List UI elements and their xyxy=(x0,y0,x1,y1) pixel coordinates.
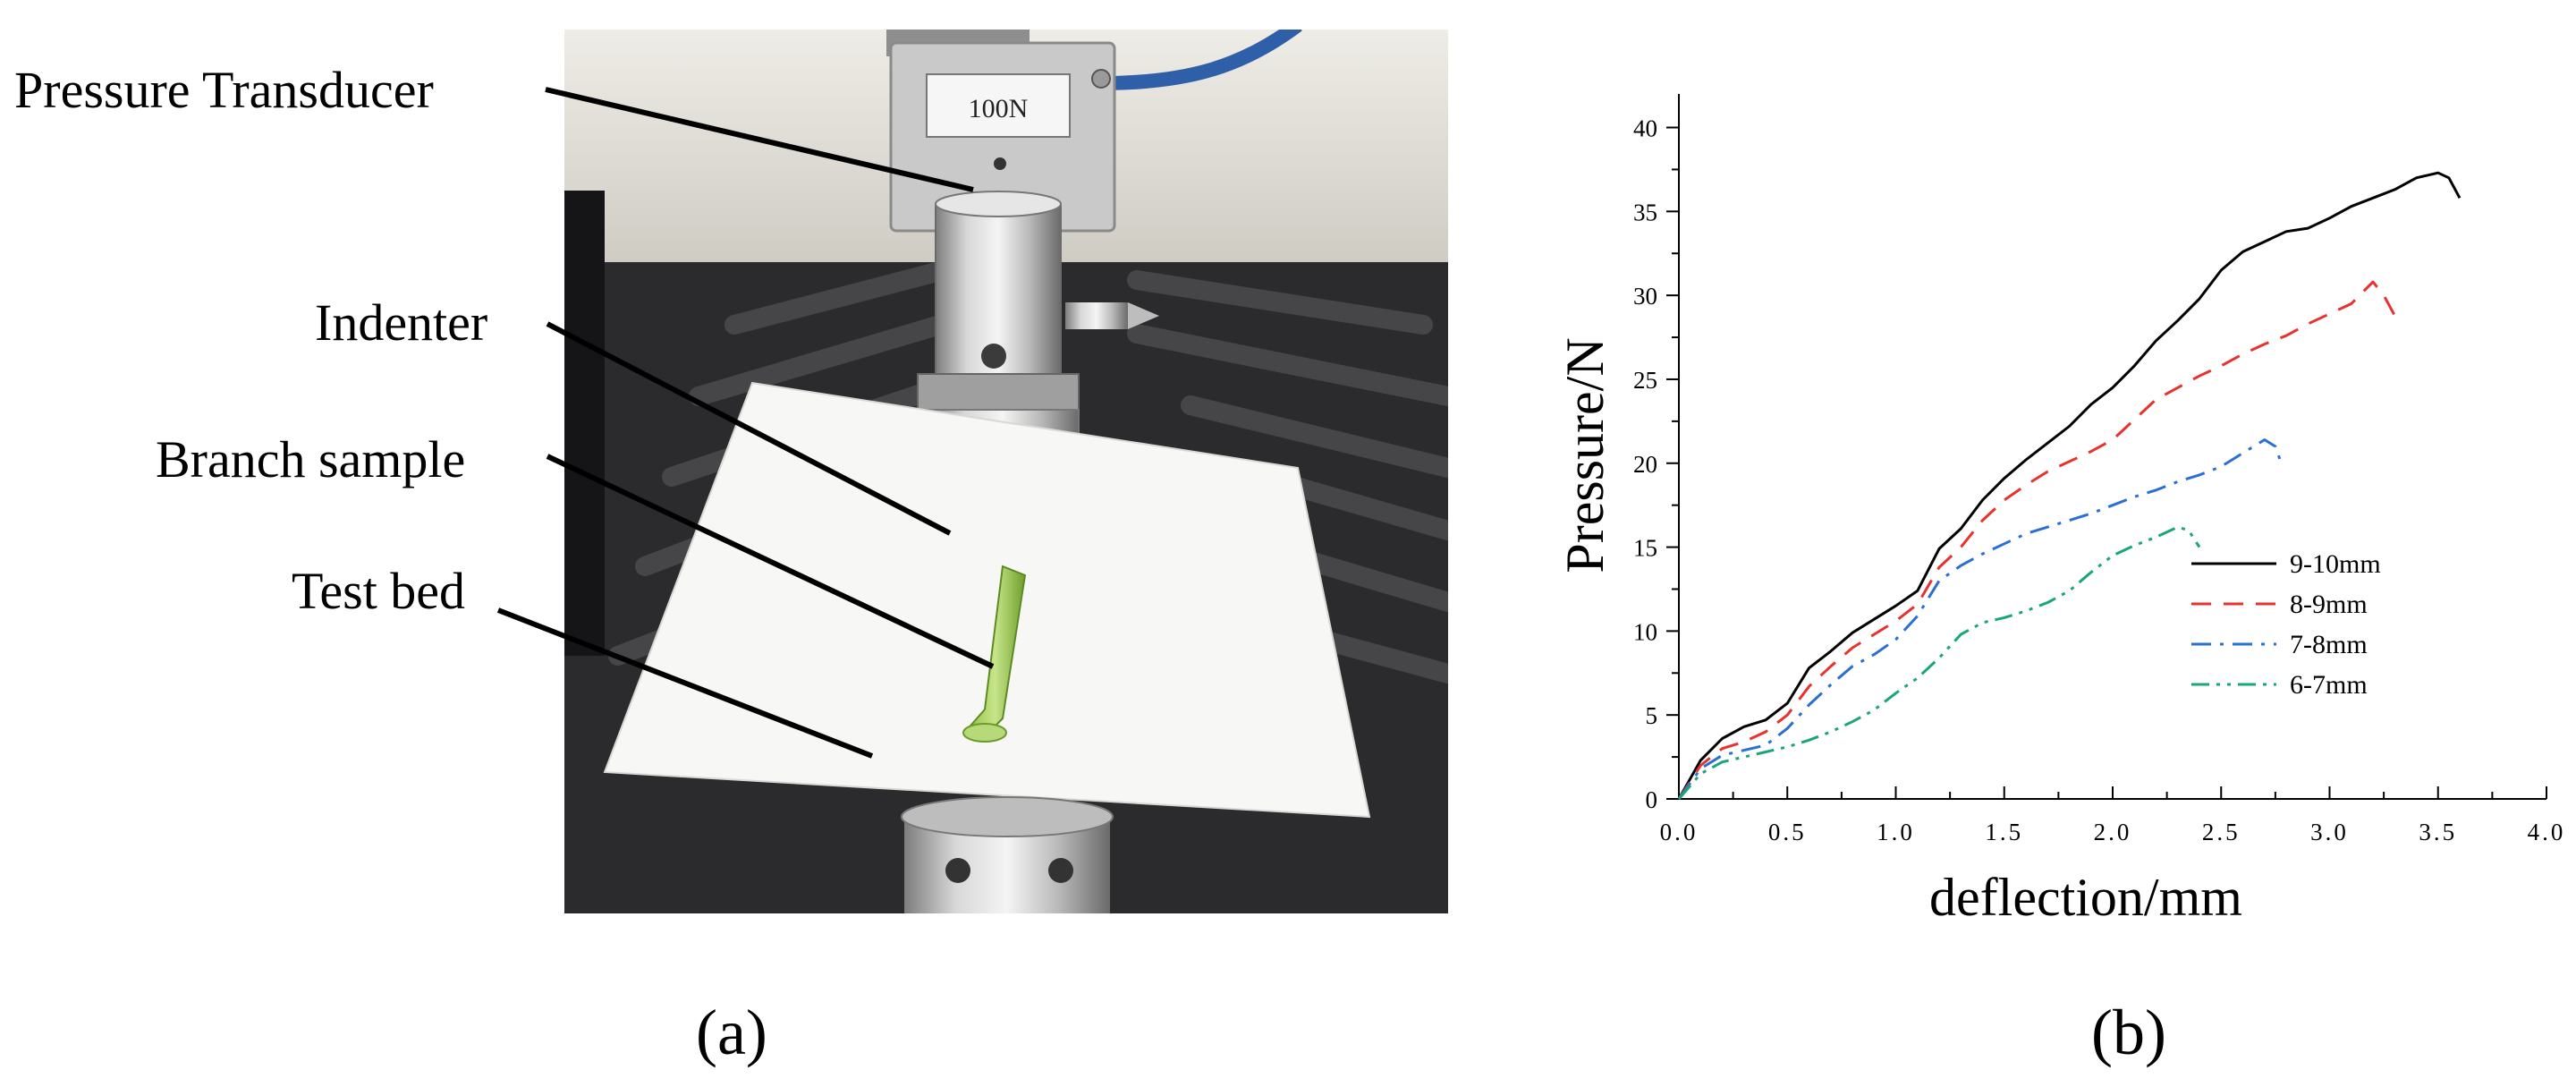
y-tick-label: 25 xyxy=(1633,367,1657,394)
legend-label: 9-10mm xyxy=(2290,549,2381,579)
sensor-plate-label: 100N xyxy=(969,94,1029,123)
label-test-bed: Test bed xyxy=(292,562,466,620)
x-tick-label: 4.0 xyxy=(2528,819,2566,845)
test-rig-illustration: 100N xyxy=(564,30,1448,913)
y-tick-label: 30 xyxy=(1633,283,1657,310)
caption-a: (a) xyxy=(696,997,767,1068)
x-tick-label: 1.5 xyxy=(1985,819,2023,845)
y-tick-label: 0 xyxy=(1646,786,1658,813)
x-axis-label: deflection/mm xyxy=(1929,868,2242,927)
y-axis-label: Pressure/N xyxy=(1555,337,1614,573)
y-tick-label: 15 xyxy=(1633,535,1657,562)
y-tick-label: 10 xyxy=(1633,618,1657,645)
series-line-6-7mm xyxy=(1677,525,2201,800)
caption-b: (b) xyxy=(2091,997,2166,1068)
x-tick-label: 2.5 xyxy=(2202,819,2241,845)
legend-label: 6-7mm xyxy=(2290,670,2368,700)
pressure-deflection-chart: 0.0 0.5 1.0 1.5 2.0 2.5 3.0 3.5 4.0 0 5 10 15 20 25 30 3… xyxy=(1555,94,2566,927)
x-tick-label: 0.0 xyxy=(1660,819,1699,845)
legend-label: 7-8mm xyxy=(2290,630,2368,659)
panel-a: 100N Pressure T xyxy=(14,30,1448,1068)
x-tick-label: 1.0 xyxy=(1877,819,1915,845)
label-pressure-transducer: Pressure Transducer xyxy=(14,61,434,119)
y-tick-label: 40 xyxy=(1633,115,1657,142)
label-branch-sample: Branch sample xyxy=(156,430,466,488)
legend-label: 8-9mm xyxy=(2290,590,2368,619)
label-indenter: Indenter xyxy=(315,293,488,352)
y-tick-label: 5 xyxy=(1646,702,1658,729)
test-rig-photo: 100N xyxy=(564,30,1448,913)
series-line-9-10mm xyxy=(1677,171,2462,800)
y-tick-label: 35 xyxy=(1633,199,1657,225)
x-tick-label: 0.5 xyxy=(1768,819,1807,845)
series-line-8-9mm xyxy=(1677,280,2396,800)
y-tick-label: 20 xyxy=(1633,451,1657,478)
x-tick-label: 3.5 xyxy=(2419,819,2457,845)
series-line-7-8mm xyxy=(1677,438,2284,800)
x-tick-label: 3.0 xyxy=(2310,819,2349,845)
x-tick-label: 2.0 xyxy=(2094,819,2132,845)
